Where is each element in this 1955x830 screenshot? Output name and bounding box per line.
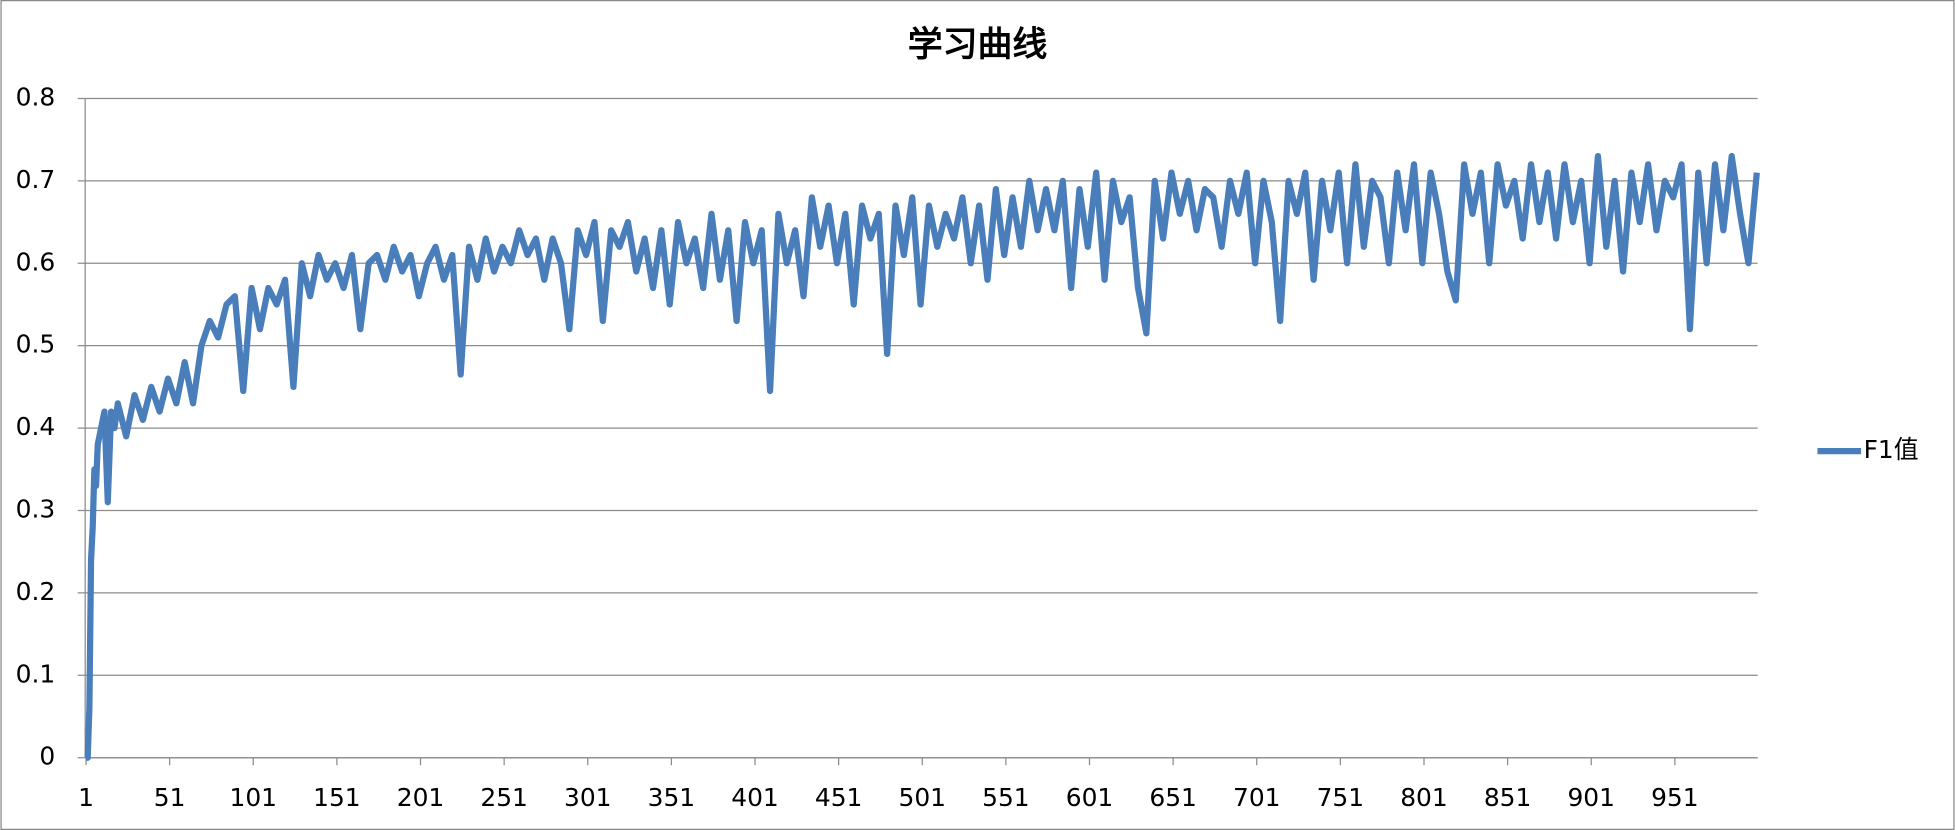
y-tick-label: 0.4: [16, 412, 56, 441]
x-tick-label: 501: [898, 783, 946, 812]
x-tick-label: 101: [229, 783, 277, 812]
x-tick-label: 901: [1567, 783, 1615, 812]
x-tick-label: 751: [1317, 783, 1365, 812]
y-tick-label: 0.6: [16, 247, 56, 276]
x-tick-label: 801: [1400, 783, 1448, 812]
y-tick-label: 0.1: [16, 659, 56, 688]
x-tick-label: 1: [78, 783, 94, 812]
x-tick-label: 451: [815, 783, 863, 812]
x-tick-label: 951: [1651, 783, 1699, 812]
legend-label: F1值: [1864, 435, 1919, 464]
data-line: [84, 153, 1760, 761]
y-tick-label: 0: [39, 742, 55, 771]
x-tick-label: 701: [1233, 783, 1281, 812]
x-tick-label: 851: [1484, 783, 1532, 812]
y-tick-label: 0.5: [16, 330, 56, 359]
x-tick-label: 151: [313, 783, 361, 812]
x-tick-label: 201: [397, 783, 445, 812]
chart-title: 学习曲线: [908, 24, 1048, 65]
x-tick-label: 551: [982, 783, 1030, 812]
x-tick-label: 601: [1066, 783, 1114, 812]
x-tick-label: 51: [154, 783, 186, 812]
x-tick-label: 651: [1149, 783, 1197, 812]
x-tick-label: 301: [564, 783, 612, 812]
x-tick-label: 351: [648, 783, 696, 812]
y-tick-label: 0.8: [16, 82, 56, 111]
x-tick-label: 251: [480, 783, 528, 812]
x-tick-label: 401: [731, 783, 779, 812]
y-tick-label: 0.7: [16, 165, 56, 194]
y-tick-label: 0.3: [16, 494, 56, 523]
y-tick-label: 0.2: [16, 577, 56, 606]
